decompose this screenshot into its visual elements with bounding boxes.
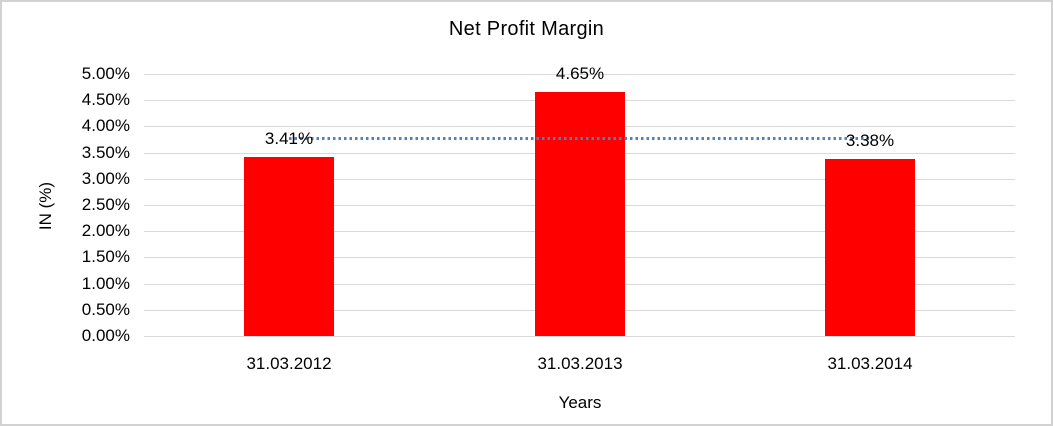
y-tick-label: 4.50% [81,90,130,109]
x-tick-label: 31.03.2012 [246,354,332,373]
y-tick-label: 1.00% [81,274,130,293]
bar [244,157,334,336]
bar-value-label: 3.38% [845,131,895,150]
x-axis-title: Years [558,393,602,412]
y-tick-label: 3.50% [81,143,130,162]
y-tick-label: 3.00% [81,169,130,188]
chart-title: Net Profit Margin [448,18,605,40]
trendline [289,137,870,140]
y-tick-label: 1.50% [81,247,130,266]
bar-value-label: 3.41% [264,129,314,148]
y-tick-label: 5.00% [81,64,130,83]
y-tick-label: 2.50% [81,195,130,214]
gridline [144,336,1015,337]
x-tick-label: 31.03.2014 [827,354,913,373]
bar-value-label: 4.65% [555,64,605,83]
y-tick-label: 2.00% [81,221,130,240]
bar [825,159,915,336]
y-tick-label: 0.00% [81,326,130,345]
gridline [144,74,1015,75]
bar [535,92,625,336]
x-tick-label: 31.03.2013 [537,354,623,373]
y-tick-label: 0.50% [81,300,130,319]
y-tick-label: 4.00% [81,116,130,135]
